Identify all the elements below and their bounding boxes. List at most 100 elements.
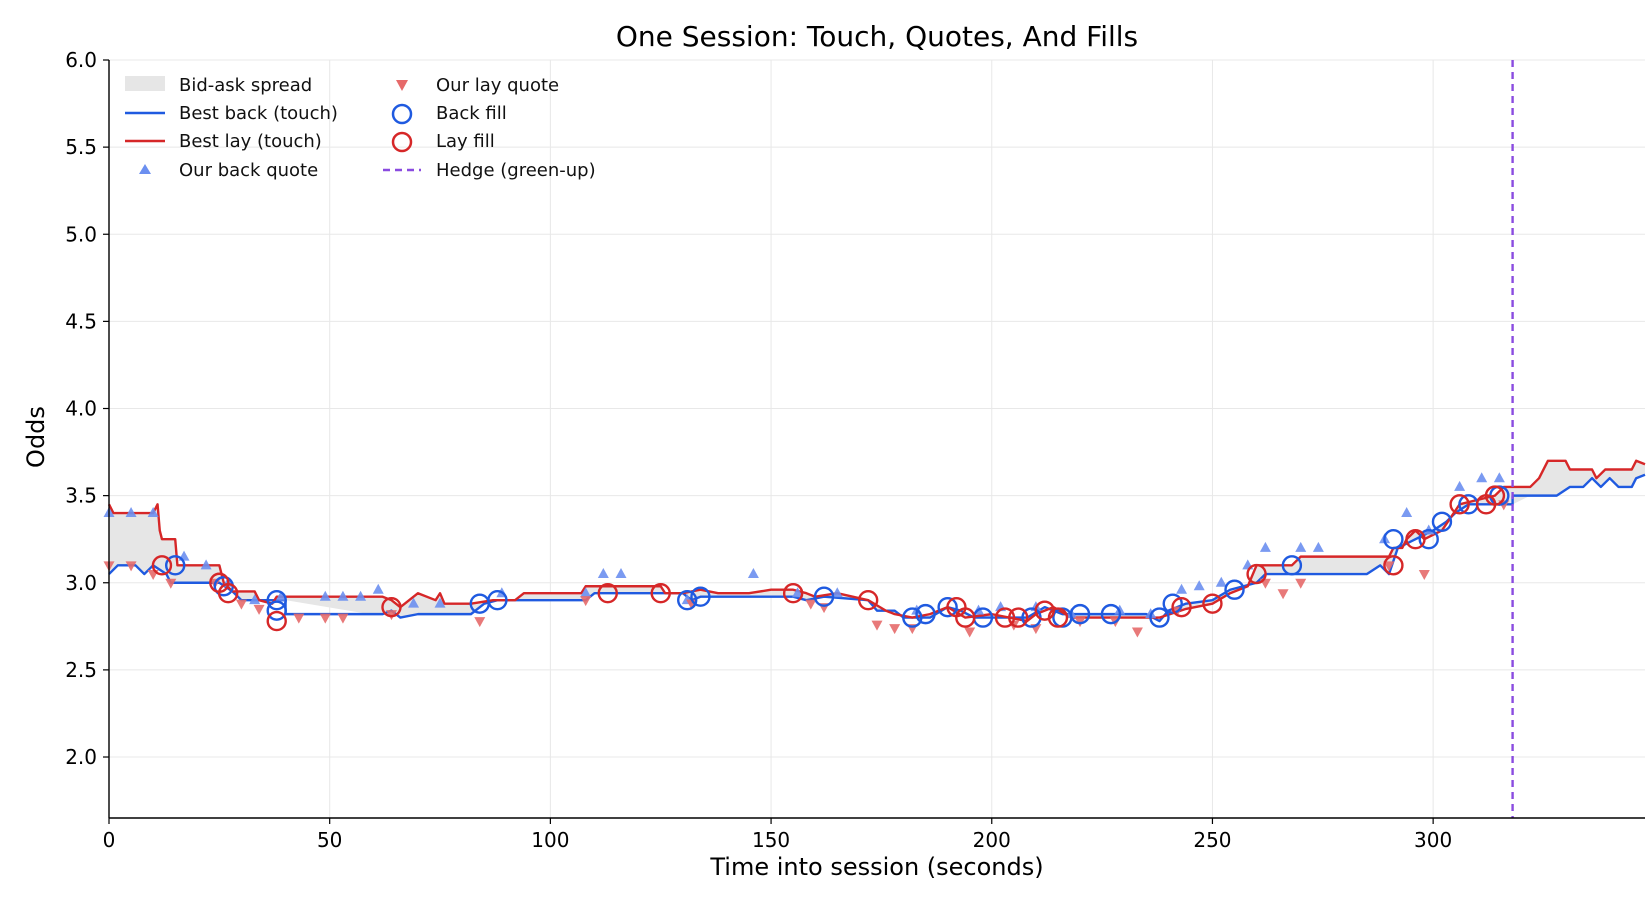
lay-fill-marker: [597, 583, 618, 604]
back-quote-marker: [1454, 480, 1466, 491]
lay-fill-marker: [217, 583, 239, 604]
lay-fill-marker: [1171, 596, 1192, 618]
y-tick-label: 5.5: [65, 135, 97, 159]
back-fill-marker: [1418, 528, 1439, 550]
back-quote-marker: [1493, 472, 1505, 483]
back-quote-marker: [1401, 507, 1413, 518]
back-quote-marker: [597, 568, 609, 579]
legend-swatch-lay-quote: [396, 80, 408, 91]
legend-label-back-quote: Our back quote: [179, 160, 318, 181]
back-fill-marker: [690, 586, 711, 607]
lay-fill-marker: [994, 607, 1016, 628]
lay-fill-marker: [782, 583, 804, 604]
back-fill-marker: [902, 607, 923, 628]
back-quote-marker: [337, 590, 349, 601]
lay-quote-marker: [1295, 578, 1307, 589]
back-quote-marker: [1312, 541, 1324, 552]
y-axis-title: Odds: [22, 406, 50, 468]
back-fill-marker: [266, 600, 287, 621]
quote-markers: [103, 472, 1510, 638]
x-tick-label: 250: [1193, 828, 1231, 852]
back-fill-marker: [1224, 579, 1245, 600]
back-quote-marker: [319, 590, 331, 601]
y-tick-label: 4.5: [65, 309, 97, 333]
back-fill-marker: [487, 589, 508, 611]
lay-fill-marker: [266, 610, 287, 632]
lay-quote-marker: [889, 624, 901, 635]
y-tick-label: 4.0: [65, 397, 97, 421]
lay-quote-marker: [1383, 561, 1395, 572]
lay-quote-marker: [964, 627, 976, 638]
lay-quote-marker: [319, 613, 331, 624]
lay-quote-marker: [293, 613, 305, 624]
lay-quote-marker: [253, 604, 265, 615]
x-axis-title: Time into session (seconds): [709, 853, 1043, 881]
lay-quote-marker: [580, 596, 592, 607]
lay-fill-marker: [1047, 607, 1069, 628]
legend-swatch-lay-fill: [391, 131, 413, 153]
lay-quote-marker: [165, 578, 177, 589]
lay-quote-marker: [805, 599, 817, 610]
chart-title: One Session: Touch, Quotes, And Fills: [616, 20, 1138, 53]
lay-quote-marker: [1131, 627, 1143, 638]
legend-swatch-back-fill: [391, 103, 413, 125]
back-quote-marker: [125, 507, 137, 518]
fill-markers: [151, 485, 1510, 632]
lay-fill-marker: [1449, 494, 1470, 515]
lay-fill-marker: [1202, 593, 1223, 614]
y-tick-label: 3.0: [65, 571, 97, 595]
back-quote-marker: [747, 568, 759, 579]
lay-fill-marker: [1246, 563, 1267, 585]
legend-label-back-fill: Back fill: [436, 103, 507, 124]
lay-quote-marker: [337, 613, 349, 624]
lay-quote-marker: [1418, 570, 1430, 581]
x-tick-label: 0: [103, 828, 116, 852]
legend-label-hedge: Hedge (green-up): [436, 160, 596, 181]
back-fill-marker: [1149, 607, 1170, 628]
back-quote-marker: [1215, 576, 1227, 587]
best-lay-line: [107, 459, 1646, 623]
back-fill-marker: [677, 589, 698, 611]
x-tick-label: 100: [531, 828, 569, 852]
legend-label-lay-line: Best lay (touch): [179, 131, 322, 152]
legend-label-spread: Bid-ask spread: [179, 75, 312, 96]
back-fill-marker: [165, 555, 186, 576]
y-tick-label: 2.5: [65, 658, 97, 682]
back-quote-marker: [1295, 541, 1307, 552]
x-tick-label: 300: [1414, 828, 1452, 852]
back-quote-marker: [249, 594, 261, 605]
legend-label-back-line: Best back (touch): [179, 103, 338, 124]
back-quote-marker: [275, 590, 287, 601]
lay-fill-marker: [1008, 607, 1029, 628]
x-tick-label: 200: [973, 828, 1011, 852]
back-quote-marker: [615, 568, 627, 579]
back-quote-marker: [792, 587, 804, 598]
back-fill-marker: [1383, 528, 1404, 550]
y-tick-label: 6.0: [65, 48, 97, 72]
legend-swatch-spread: [125, 76, 165, 91]
grid: [108, 59, 1645, 818]
axes: 0 50 100 150 200 250 300 2.0 2.5 3.0 3.5 4.0 4.5 5.0 5…: [65, 48, 1645, 852]
lay-fill-marker: [650, 583, 671, 604]
back-fill-marker: [1281, 555, 1303, 576]
x-tick-label: 50: [317, 828, 342, 852]
legend-swatch-back-quote: [139, 164, 151, 174]
back-fill-marker: [1162, 593, 1183, 614]
back-quote-marker: [408, 597, 420, 608]
y-tick-label: 5.0: [65, 222, 97, 246]
back-fill-marker: [813, 586, 835, 607]
y-tick-label: 3.5: [65, 484, 97, 508]
back-quote-marker: [200, 559, 212, 570]
back-quote-marker: [1193, 580, 1205, 591]
back-fill-marker: [1100, 603, 1122, 625]
y-tick-label: 2.0: [65, 745, 97, 769]
back-quote-marker: [831, 587, 843, 598]
back-fill-marker: [1431, 511, 1453, 532]
back-quote-marker: [1476, 472, 1488, 483]
lay-quote-marker: [125, 561, 137, 572]
lay-quote-marker: [1277, 589, 1289, 600]
back-quote-marker: [580, 587, 592, 598]
lay-fill-marker: [151, 555, 173, 576]
